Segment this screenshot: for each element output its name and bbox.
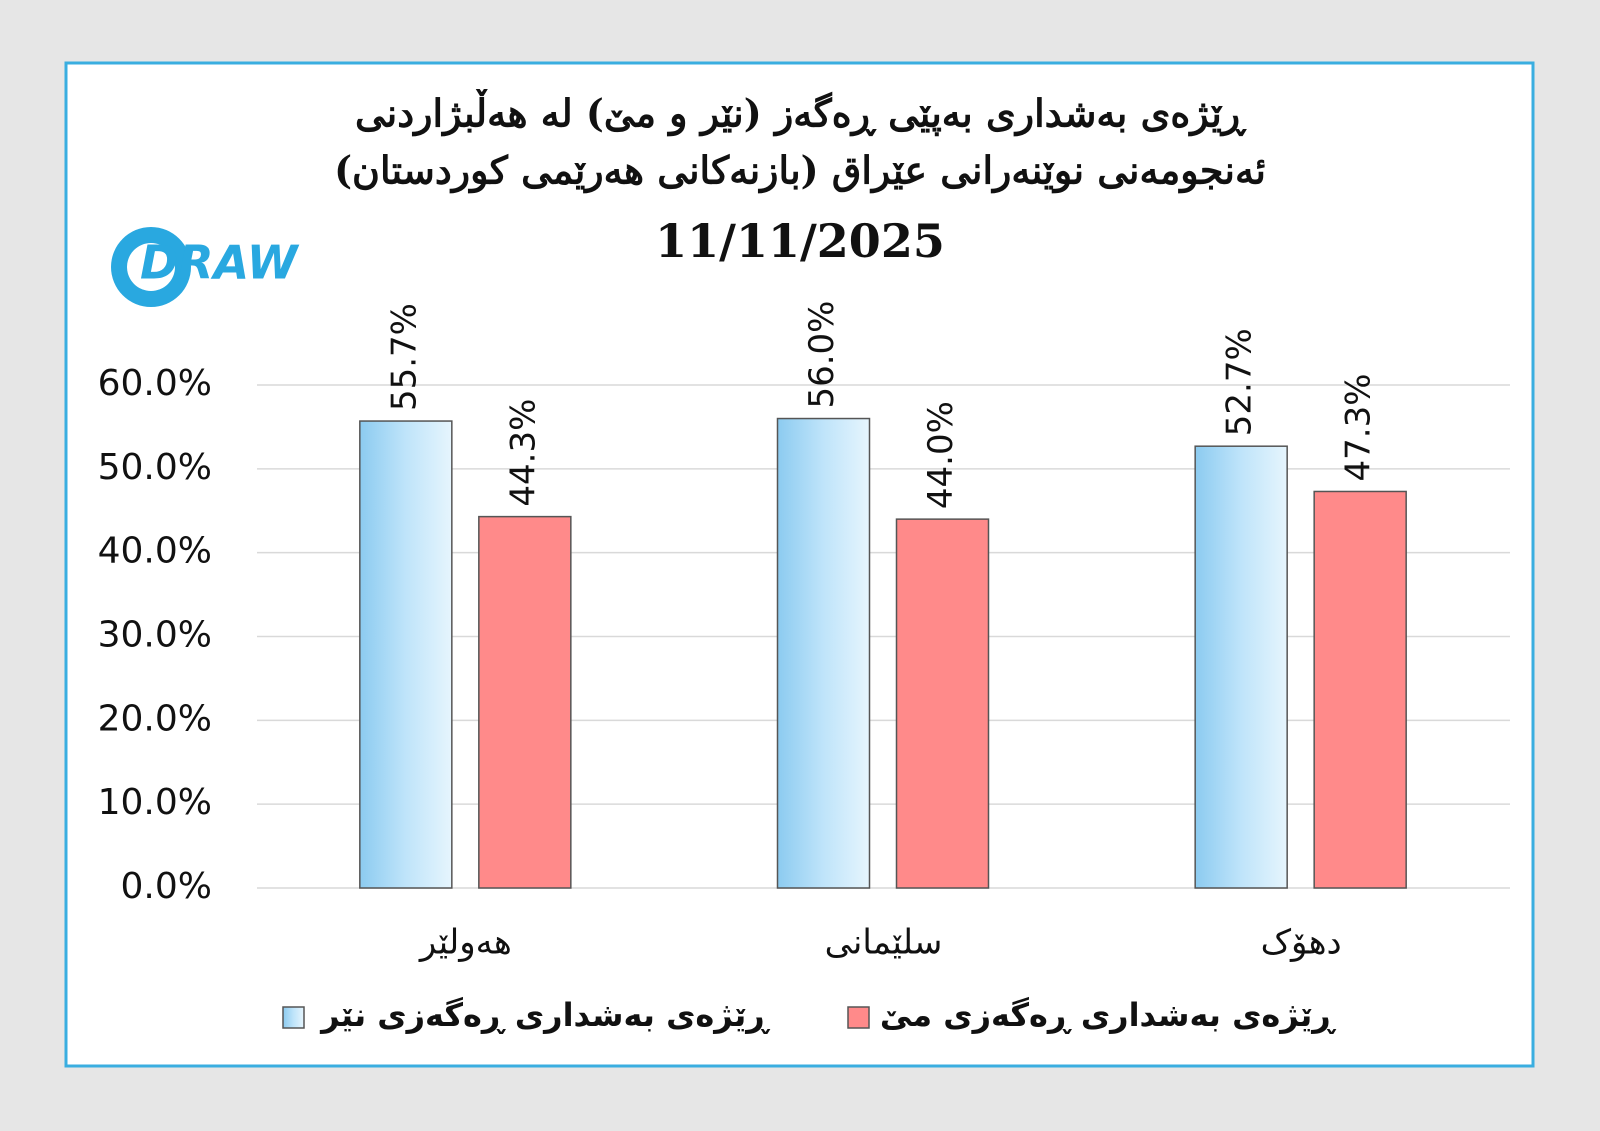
y-tick-label: 0.0%: [121, 866, 212, 907]
y-tick-label: 30.0%: [98, 615, 212, 656]
x-tick-label: هەولێر: [418, 923, 512, 963]
legend-swatch: [282, 1006, 305, 1029]
legend-swatch: [847, 1006, 870, 1029]
logo-circle-inner: [127, 243, 175, 291]
y-tick-label: 20.0%: [98, 698, 212, 739]
value-label: 44.0%: [921, 401, 961, 509]
bar: [478, 515, 572, 889]
x-tick-label: دهۆک: [1261, 923, 1342, 963]
chart-title: ئەنجومەنی نوێنەرانی عێراق (بازنەکانی هەر…: [334, 148, 1266, 194]
value-label: 56.0%: [802, 301, 842, 409]
bar: [1194, 445, 1288, 889]
y-tick-label: 60.0%: [98, 363, 212, 404]
bar: [359, 420, 453, 889]
value-label: 44.3%: [503, 399, 543, 507]
value-label: 52.7%: [1220, 328, 1260, 436]
logo-text: DRAW: [140, 236, 300, 290]
logo: DRAW دامەزراوەی میدیایی دراو: [111, 227, 331, 307]
x-tick-label: سلێمانی: [825, 923, 943, 963]
bar: [1313, 490, 1407, 889]
bar: [776, 417, 871, 889]
bar: [895, 518, 990, 889]
legend-label: ڕێژەی بەشداری ڕەگەزی نێر: [319, 996, 771, 1034]
chart-title: ڕێژەی بەشداری بەپێی ڕەگەز (نێر و مێ) لە …: [355, 89, 1248, 138]
chart-date: 11/11/2025: [655, 214, 945, 268]
logo-tagline: دامەزراوەی میدیایی دراو: [228, 284, 331, 295]
y-tick-label: 10.0%: [98, 782, 212, 823]
legend-label: ڕێژەی بەشداری ڕەگەزی مێ: [880, 996, 1337, 1034]
value-label: 47.3%: [1339, 373, 1379, 481]
y-tick-label: 40.0%: [98, 531, 212, 572]
y-tick-label: 50.0%: [98, 447, 212, 488]
value-label: 55.7%: [384, 303, 424, 411]
